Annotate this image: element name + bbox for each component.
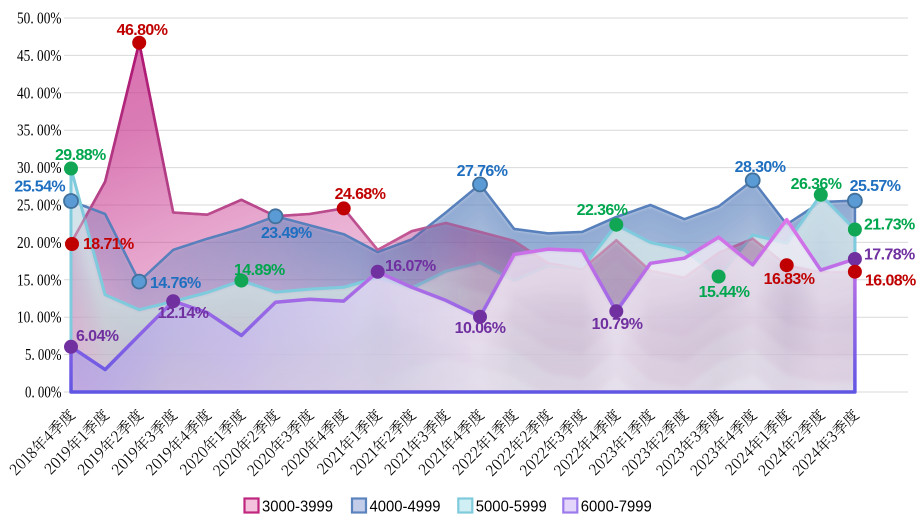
svg-text:6.04%: 6.04% [76,328,119,345]
svg-text:0. 00%: 0. 00% [25,383,62,402]
svg-text:4000-4999: 4000-4999 [370,499,441,516]
svg-text:35. 00%: 35. 00% [17,121,62,140]
svg-text:15. 00%: 15. 00% [17,270,62,289]
svg-text:27.76%: 27.76% [457,163,508,180]
svg-text:10.06%: 10.06% [455,320,506,337]
svg-text:24.68%: 24.68% [335,186,386,203]
svg-text:26.36%: 26.36% [791,176,842,193]
svg-text:12.14%: 12.14% [158,305,209,322]
svg-text:28.30%: 28.30% [735,159,786,176]
svg-text:23.49%: 23.49% [261,225,312,242]
svg-text:29.88%: 29.88% [55,147,106,164]
svg-text:17.78%: 17.78% [864,247,915,264]
svg-text:14.76%: 14.76% [150,275,201,292]
svg-text:10.79%: 10.79% [592,316,643,333]
svg-text:16.07%: 16.07% [385,258,436,275]
svg-text:6000-7999: 6000-7999 [581,499,652,516]
svg-text:16.83%: 16.83% [764,271,815,288]
svg-text:25.54%: 25.54% [14,179,65,196]
svg-text:10. 00%: 10. 00% [17,308,62,327]
svg-text:14.89%: 14.89% [234,262,285,279]
svg-text:25. 00%: 25. 00% [17,196,62,215]
svg-text:45. 00%: 45. 00% [17,46,62,65]
svg-text:40. 00%: 40. 00% [17,83,62,102]
svg-text:3000-3999: 3000-3999 [262,499,333,516]
svg-text:16.08%: 16.08% [865,273,916,290]
svg-text:15.44%: 15.44% [699,284,750,301]
svg-text:18.71%: 18.71% [83,236,134,253]
svg-text:50. 00%: 50. 00% [17,9,62,28]
svg-text:21.73%: 21.73% [864,217,915,234]
svg-text:22.36%: 22.36% [577,202,628,219]
svg-text:46.80%: 46.80% [117,22,168,39]
svg-text:5. 00%: 5. 00% [25,345,62,364]
svg-text:25.57%: 25.57% [850,178,901,195]
svg-text:5000-5999: 5000-5999 [476,499,547,516]
svg-text:20. 00%: 20. 00% [17,233,62,252]
svg-text:30. 00%: 30. 00% [17,158,62,177]
